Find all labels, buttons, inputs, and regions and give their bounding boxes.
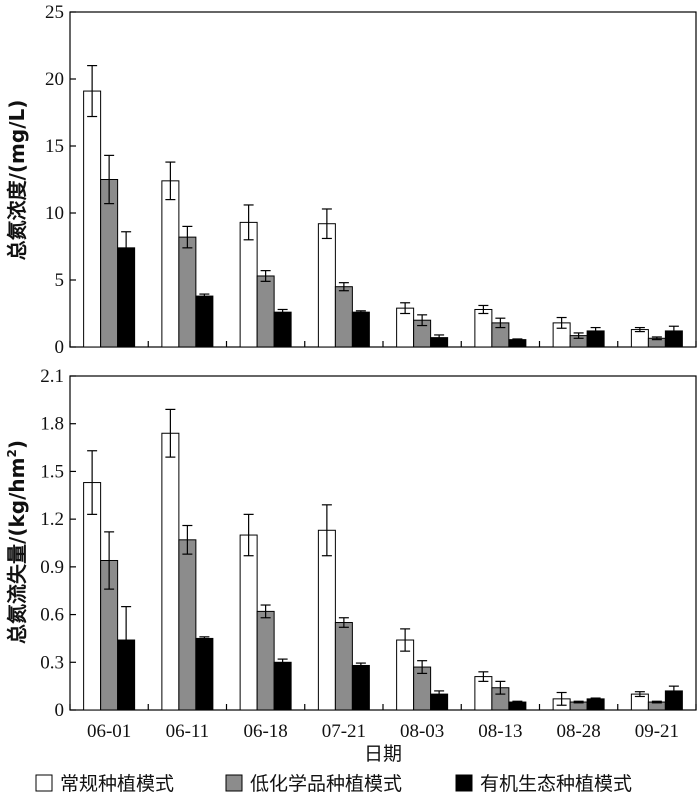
top-bar-conventional: [239, 221, 258, 348]
y-axis-label-bottom-tail: ): [5, 440, 29, 449]
bottom-bar-conventional: [161, 432, 180, 711]
x-tick-label: 08-03: [400, 721, 444, 742]
top-bar-organic: [195, 295, 214, 348]
bottom-bar-conventional: [317, 529, 336, 711]
bottom-y-tick-label: 1.5: [40, 461, 64, 482]
top-bar-conventional: [474, 308, 493, 348]
top-bar-conventional: [83, 90, 102, 348]
x-tick-label: 06-01: [87, 721, 131, 742]
legend-label-conventional: 常规种植模式: [60, 773, 174, 795]
bottom-y-tick-label: 2.1: [40, 366, 64, 387]
legend-label-organic: 有机生态种植模式: [480, 773, 632, 795]
y-axis-label-bottom-main: 总氮流失量/(kg/hm: [5, 458, 29, 644]
top-bar-low-chemical: [334, 286, 353, 348]
top-bar-conventional: [317, 223, 336, 348]
bottom-y-tick-label: 0: [55, 700, 65, 721]
legend: 常规种植模式 低化学品种植模式 有机生态种植模式: [35, 773, 632, 795]
top-y-tick-label: 0: [55, 337, 65, 358]
bottom-bar-low-chemical: [178, 539, 197, 711]
bottom-bar-organic: [273, 661, 292, 711]
bottom-bar-organic: [195, 637, 214, 711]
y-axis-label-top: 总氮浓度/(mg/L): [5, 100, 29, 261]
x-tick-label: 08-13: [478, 721, 522, 742]
bottom-bar-organic: [586, 698, 605, 711]
x-axis-label: 日期: [364, 743, 402, 765]
top-bar-low-chemical: [178, 236, 197, 348]
bottom-bar-low-chemical: [334, 622, 353, 711]
legend-swatch-organic: [455, 774, 473, 792]
bottom-y-tick-label: 1.8: [40, 414, 64, 435]
chart-bottom-nitrogen-loss: 0 0.3 0.6 0.9 1.2 1.5 1.8 2.1 06-01 06-11 06-18 07-…: [40, 366, 697, 742]
bottom-y-tick-label: 1.2: [40, 509, 64, 530]
y-axis-label-bottom-superscript: 2: [5, 449, 19, 457]
top-bar-organic: [351, 311, 370, 348]
legend-swatch-conventional: [35, 774, 53, 792]
x-tick-label: 06-18: [243, 721, 287, 742]
chart-top-nitrogen-concentration: 0 5 10 15 20 25: [45, 2, 697, 358]
top-y-tick-label: 25: [45, 2, 64, 23]
top-y-tick-label: 5: [55, 270, 65, 291]
bottom-y-tick-label: 0.6: [40, 605, 64, 626]
bottom-bar-low-chemical: [256, 610, 275, 711]
legend-label-low-chemical: 低化学品种植模式: [250, 773, 402, 795]
top-bar-low-chemical: [100, 179, 119, 348]
bottom-bar-conventional: [239, 534, 258, 711]
x-tick-label: 07-21: [322, 721, 366, 742]
top-bar-low-chemical: [256, 275, 275, 348]
top-y-tick-label: 20: [45, 69, 64, 90]
bottom-y-tick-label: 0.9: [40, 557, 64, 578]
legend-swatch-low-chemical: [225, 774, 243, 792]
top-bar-conventional: [161, 180, 180, 348]
x-tick-label: 06-11: [166, 721, 210, 742]
bottom-bar-organic: [351, 664, 370, 711]
top-bar-conventional: [630, 329, 649, 348]
top-y-tick-label: 15: [45, 136, 64, 157]
bottom-y-tick-label: 0.3: [40, 652, 64, 673]
top-bar-organic: [273, 311, 292, 348]
top-y-tick-label: 10: [45, 203, 64, 224]
y-axis-label-bottom: 总氮流失量/(kg/hm2): [5, 440, 29, 644]
bottom-bar-conventional: [83, 482, 102, 711]
x-tick-label: 09-21: [635, 721, 679, 742]
x-tick-label: 08-28: [556, 721, 600, 742]
